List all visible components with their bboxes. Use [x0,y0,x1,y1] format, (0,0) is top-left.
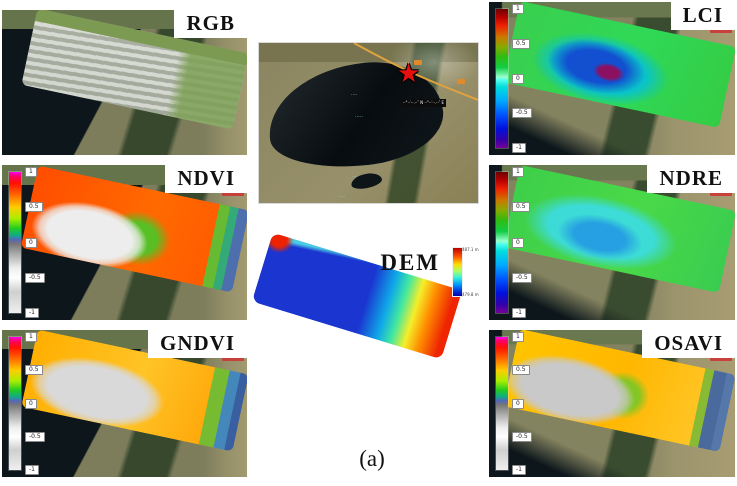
colorbar-tick: 1 [25,332,37,342]
colorbar-tick: 0.5 [25,202,43,213]
panel-title-ndre: NDRE [647,165,735,193]
lake-name-label: ···· [351,92,358,98]
colorbar-tick: 0.5 [512,202,530,213]
osavi-colorbar [496,337,508,470]
study-site-star-marker: ★ [397,59,421,89]
scale-label: ···· [339,194,346,200]
map-watermark [710,356,732,361]
lci-colorbar [496,9,508,148]
colorbar-tick: -1 [512,143,526,153]
colorbar-tick: -0.5 [512,431,532,442]
ndre-colorbar [496,172,508,313]
panel-ndre: 1 0.5 0 -0.5 -1 NDRE [489,165,735,320]
road-line [353,43,478,101]
panel-title-lci: LCI [670,2,735,30]
dem-colorbar-min: 479.8 m [462,292,479,297]
colorbar-tick: 0 [25,237,37,248]
panel-title-osavi: OSAVI [642,330,735,358]
gndvi-colorbar-ticks: 1 0.5 0 -0.5 -1 [25,332,59,475]
colorbar-tick: 0 [512,73,524,84]
colorbar-tick: 1 [512,4,524,14]
subfigure-caption: (a) [359,446,385,471]
panel-title-gndvi: GNDVI [147,330,247,358]
coordinate-label: ··°··′··.··″ N ··°··′··.··″ E [401,99,447,107]
colorbar-tick: -0.5 [25,431,45,442]
panel-gndvi: 1 0.5 0 -0.5 -1 GNDVI [2,330,247,477]
gndvi-colorbar [9,337,21,470]
lake-name-label: ··· [352,174,357,180]
colorbar-tick: 1 [512,167,524,177]
ndvi-colorbar-ticks: 1 0.5 0 -0.5 -1 [25,167,59,318]
colorbar-tick: -1 [25,308,39,318]
colorbar-tick: -1 [512,308,526,318]
panel-ndvi: 1 0.5 0 -0.5 -1 NDVI [2,165,247,320]
colorbar-tick: 1 [512,332,524,342]
colorbar-tick: 0 [512,398,524,409]
colorbar-tick: -1 [25,465,39,475]
dem-colorbar [453,248,462,296]
osavi-colorbar-ticks: 1 0.5 0 -0.5 -1 [512,332,546,475]
panel-dem: DEM 487.1 m 479.8 m [251,232,484,416]
lci-colorbar-ticks: 1 0.5 0 -0.5 -1 [512,4,546,153]
colorbar-tick: 0.5 [25,365,43,376]
dem-colorbar-max: 487.1 m [462,247,479,252]
lake-name-label: ····· [355,114,363,120]
colorbar-tick: -1 [512,465,526,475]
panel-title-dem: DEM [380,250,440,275]
colorbar-tick: -0.5 [25,272,45,283]
colorbar-tick: 0 [512,237,524,248]
map-watermark [222,356,244,361]
panel-title-ndvi: NDVI [165,165,247,193]
road-shield-icon [414,60,422,65]
panel-lci: 1 0.5 0 -0.5 -1 LCI [489,2,735,155]
colorbar-tick: -0.5 [512,272,532,283]
colorbar-tick: -0.5 [512,108,532,119]
panel-osavi: 1 0.5 0 -0.5 -1 OSAVI [489,330,735,477]
location-overview-map: ★ ··°··′··.··″ N ··°··′··.··″ E ···· ···… [259,43,478,203]
colorbar-tick: 0.5 [512,38,530,49]
panel-title-rgb: RGB [174,10,247,38]
ndre-colorbar-ticks: 1 0.5 0 -0.5 -1 [512,167,546,318]
map-watermark [710,28,732,33]
colorbar-tick: 0.5 [512,365,530,376]
ndvi-colorbar [9,172,21,313]
map-watermark [710,191,732,196]
panel-rgb: RGB [2,10,247,155]
map-watermark [222,191,244,196]
colorbar-tick: 0 [25,398,37,409]
road-shield-icon [457,79,465,84]
colorbar-tick: 1 [25,167,37,177]
